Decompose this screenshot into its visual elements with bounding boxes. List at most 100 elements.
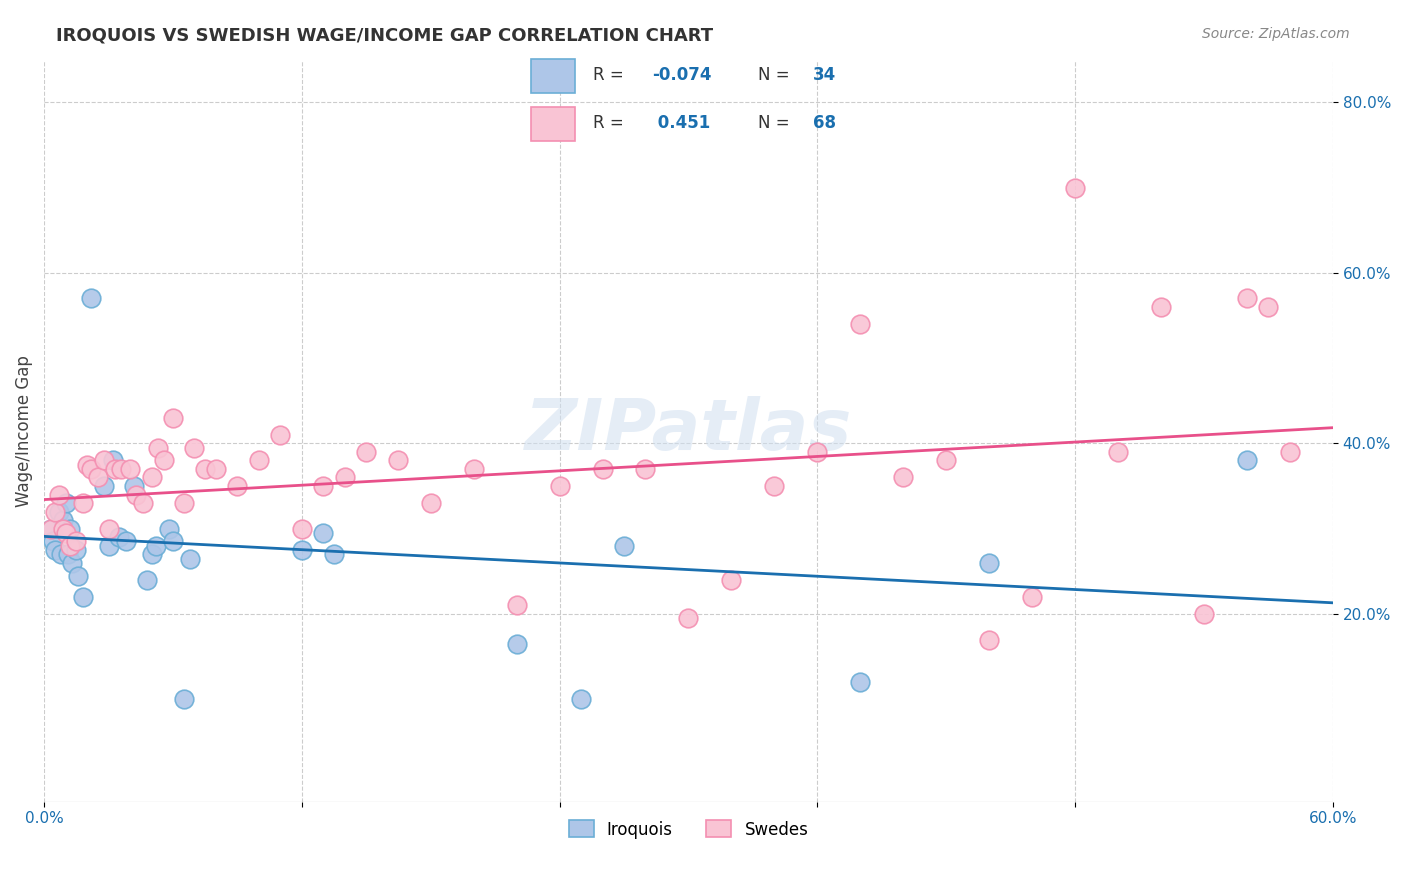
Point xyxy=(935,453,957,467)
Point xyxy=(505,599,527,613)
Point xyxy=(463,462,485,476)
Point xyxy=(979,632,1001,647)
Text: R =: R = xyxy=(593,114,630,132)
Point xyxy=(104,462,127,476)
Point xyxy=(1021,590,1043,604)
Point xyxy=(110,462,132,476)
Point xyxy=(205,462,228,476)
Point xyxy=(269,428,291,442)
Point xyxy=(67,568,90,582)
Point xyxy=(312,525,335,540)
Point xyxy=(1064,180,1087,194)
Point xyxy=(291,543,314,558)
Point xyxy=(39,522,62,536)
Point xyxy=(87,470,110,484)
Text: 0.451: 0.451 xyxy=(652,114,710,132)
Point xyxy=(979,556,1001,570)
Point xyxy=(146,441,169,455)
Point xyxy=(65,534,87,549)
Point xyxy=(849,675,872,690)
Point xyxy=(52,513,75,527)
Point xyxy=(1150,300,1173,314)
Point xyxy=(76,458,98,472)
Point xyxy=(323,547,346,561)
Y-axis label: Wage/Income Gap: Wage/Income Gap xyxy=(15,355,32,507)
Point xyxy=(569,692,592,706)
Point xyxy=(1107,445,1129,459)
Point xyxy=(145,539,167,553)
Point xyxy=(118,462,141,476)
Point xyxy=(136,573,159,587)
Point xyxy=(226,479,249,493)
Point xyxy=(93,453,115,467)
Point xyxy=(548,479,571,493)
Point xyxy=(108,530,131,544)
Point xyxy=(97,539,120,553)
Point xyxy=(1236,453,1258,467)
Point xyxy=(124,479,146,493)
Point xyxy=(125,487,148,501)
Point xyxy=(505,637,527,651)
Point xyxy=(1192,607,1215,621)
Point xyxy=(80,292,103,306)
Text: -0.074: -0.074 xyxy=(652,66,711,84)
Point xyxy=(55,496,77,510)
Point xyxy=(157,522,180,536)
Point xyxy=(101,453,124,467)
Text: ZIPatlas: ZIPatlas xyxy=(524,396,852,465)
Point xyxy=(59,539,82,553)
Point xyxy=(141,547,163,561)
Point xyxy=(247,453,270,467)
Point xyxy=(39,522,62,536)
Point xyxy=(72,590,94,604)
Point xyxy=(312,479,335,493)
Point xyxy=(56,547,79,561)
Point xyxy=(291,522,314,536)
Point xyxy=(132,496,155,510)
Point xyxy=(114,534,136,549)
Point xyxy=(55,525,77,540)
Point xyxy=(1236,292,1258,306)
Text: Source: ZipAtlas.com: Source: ZipAtlas.com xyxy=(1202,27,1350,41)
Point xyxy=(72,496,94,510)
Point xyxy=(592,462,614,476)
Point xyxy=(48,487,70,501)
Point xyxy=(419,496,441,510)
Point xyxy=(141,470,163,484)
Point xyxy=(356,445,378,459)
Point xyxy=(48,505,70,519)
Point xyxy=(849,317,872,331)
Point xyxy=(93,479,115,493)
Point xyxy=(634,462,657,476)
Text: R =: R = xyxy=(593,66,630,84)
Point xyxy=(333,470,356,484)
Point xyxy=(80,462,103,476)
FancyBboxPatch shape xyxy=(531,107,575,141)
Point xyxy=(162,410,184,425)
Point xyxy=(891,470,914,484)
Text: N =: N = xyxy=(758,114,794,132)
Point xyxy=(387,453,409,467)
Point xyxy=(1278,445,1301,459)
FancyBboxPatch shape xyxy=(531,59,575,93)
Point xyxy=(720,573,742,587)
Point xyxy=(59,522,82,536)
Point xyxy=(44,505,66,519)
Point xyxy=(1257,300,1279,314)
Point xyxy=(763,479,786,493)
Point xyxy=(183,441,205,455)
Point xyxy=(97,522,120,536)
Point xyxy=(162,534,184,549)
Point xyxy=(65,543,87,558)
Text: IROQUOIS VS SWEDISH WAGE/INCOME GAP CORRELATION CHART: IROQUOIS VS SWEDISH WAGE/INCOME GAP CORR… xyxy=(56,27,713,45)
Point xyxy=(44,543,66,558)
Point xyxy=(41,534,63,549)
Text: 34: 34 xyxy=(813,66,837,84)
Point xyxy=(179,551,201,566)
Point xyxy=(678,611,700,625)
Point xyxy=(153,453,176,467)
Point xyxy=(194,462,217,476)
Point xyxy=(51,547,73,561)
Point xyxy=(52,522,75,536)
Point xyxy=(173,692,195,706)
